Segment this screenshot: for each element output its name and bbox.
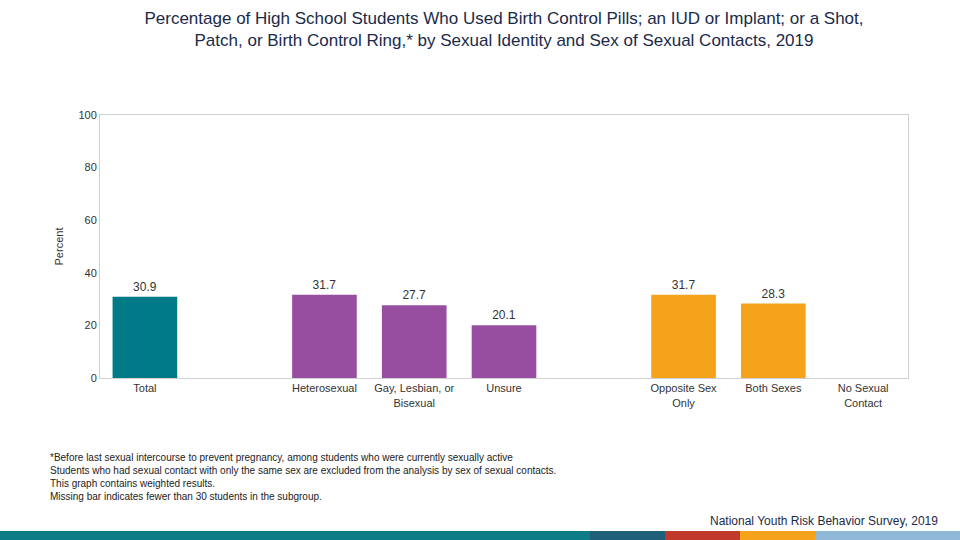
svg-text:60: 60 — [85, 214, 97, 226]
svg-text:20.1: 20.1 — [492, 308, 516, 322]
svg-text:No SexualContact: No SexualContact — [838, 382, 889, 408]
svg-text:Gay, Lesbian, orBisexual: Gay, Lesbian, orBisexual — [374, 382, 454, 408]
svg-text:30.9: 30.9 — [133, 280, 157, 294]
svg-text:0: 0 — [91, 372, 97, 384]
svg-text:27.7: 27.7 — [402, 288, 426, 302]
svg-text:80: 80 — [85, 161, 97, 173]
svg-text:Percentage of High School Stud: Percentage of High School Students Who U… — [144, 9, 863, 50]
svg-text:20: 20 — [85, 319, 97, 331]
svg-text:Percent: Percent — [53, 228, 65, 266]
svg-text:Heterosexual: Heterosexual — [292, 382, 357, 394]
svg-text:Opposite SexOnly: Opposite SexOnly — [651, 382, 718, 408]
svg-text:28.3: 28.3 — [761, 287, 785, 301]
svg-text:31.7: 31.7 — [313, 278, 337, 292]
svg-text:Unsure: Unsure — [486, 382, 521, 394]
svg-text:40: 40 — [85, 267, 97, 279]
svg-text:Both Sexes: Both Sexes — [745, 382, 802, 394]
svg-text:31.7: 31.7 — [672, 278, 696, 292]
svg-text:National Youth Risk Behavior S: National Youth Risk Behavior Survey, 201… — [710, 514, 938, 528]
svg-text:Total: Total — [133, 382, 156, 394]
svg-text:100: 100 — [78, 109, 96, 121]
svg-text:*Before last sexual intercours: *Before last sexual intercourse to preve… — [50, 452, 556, 502]
